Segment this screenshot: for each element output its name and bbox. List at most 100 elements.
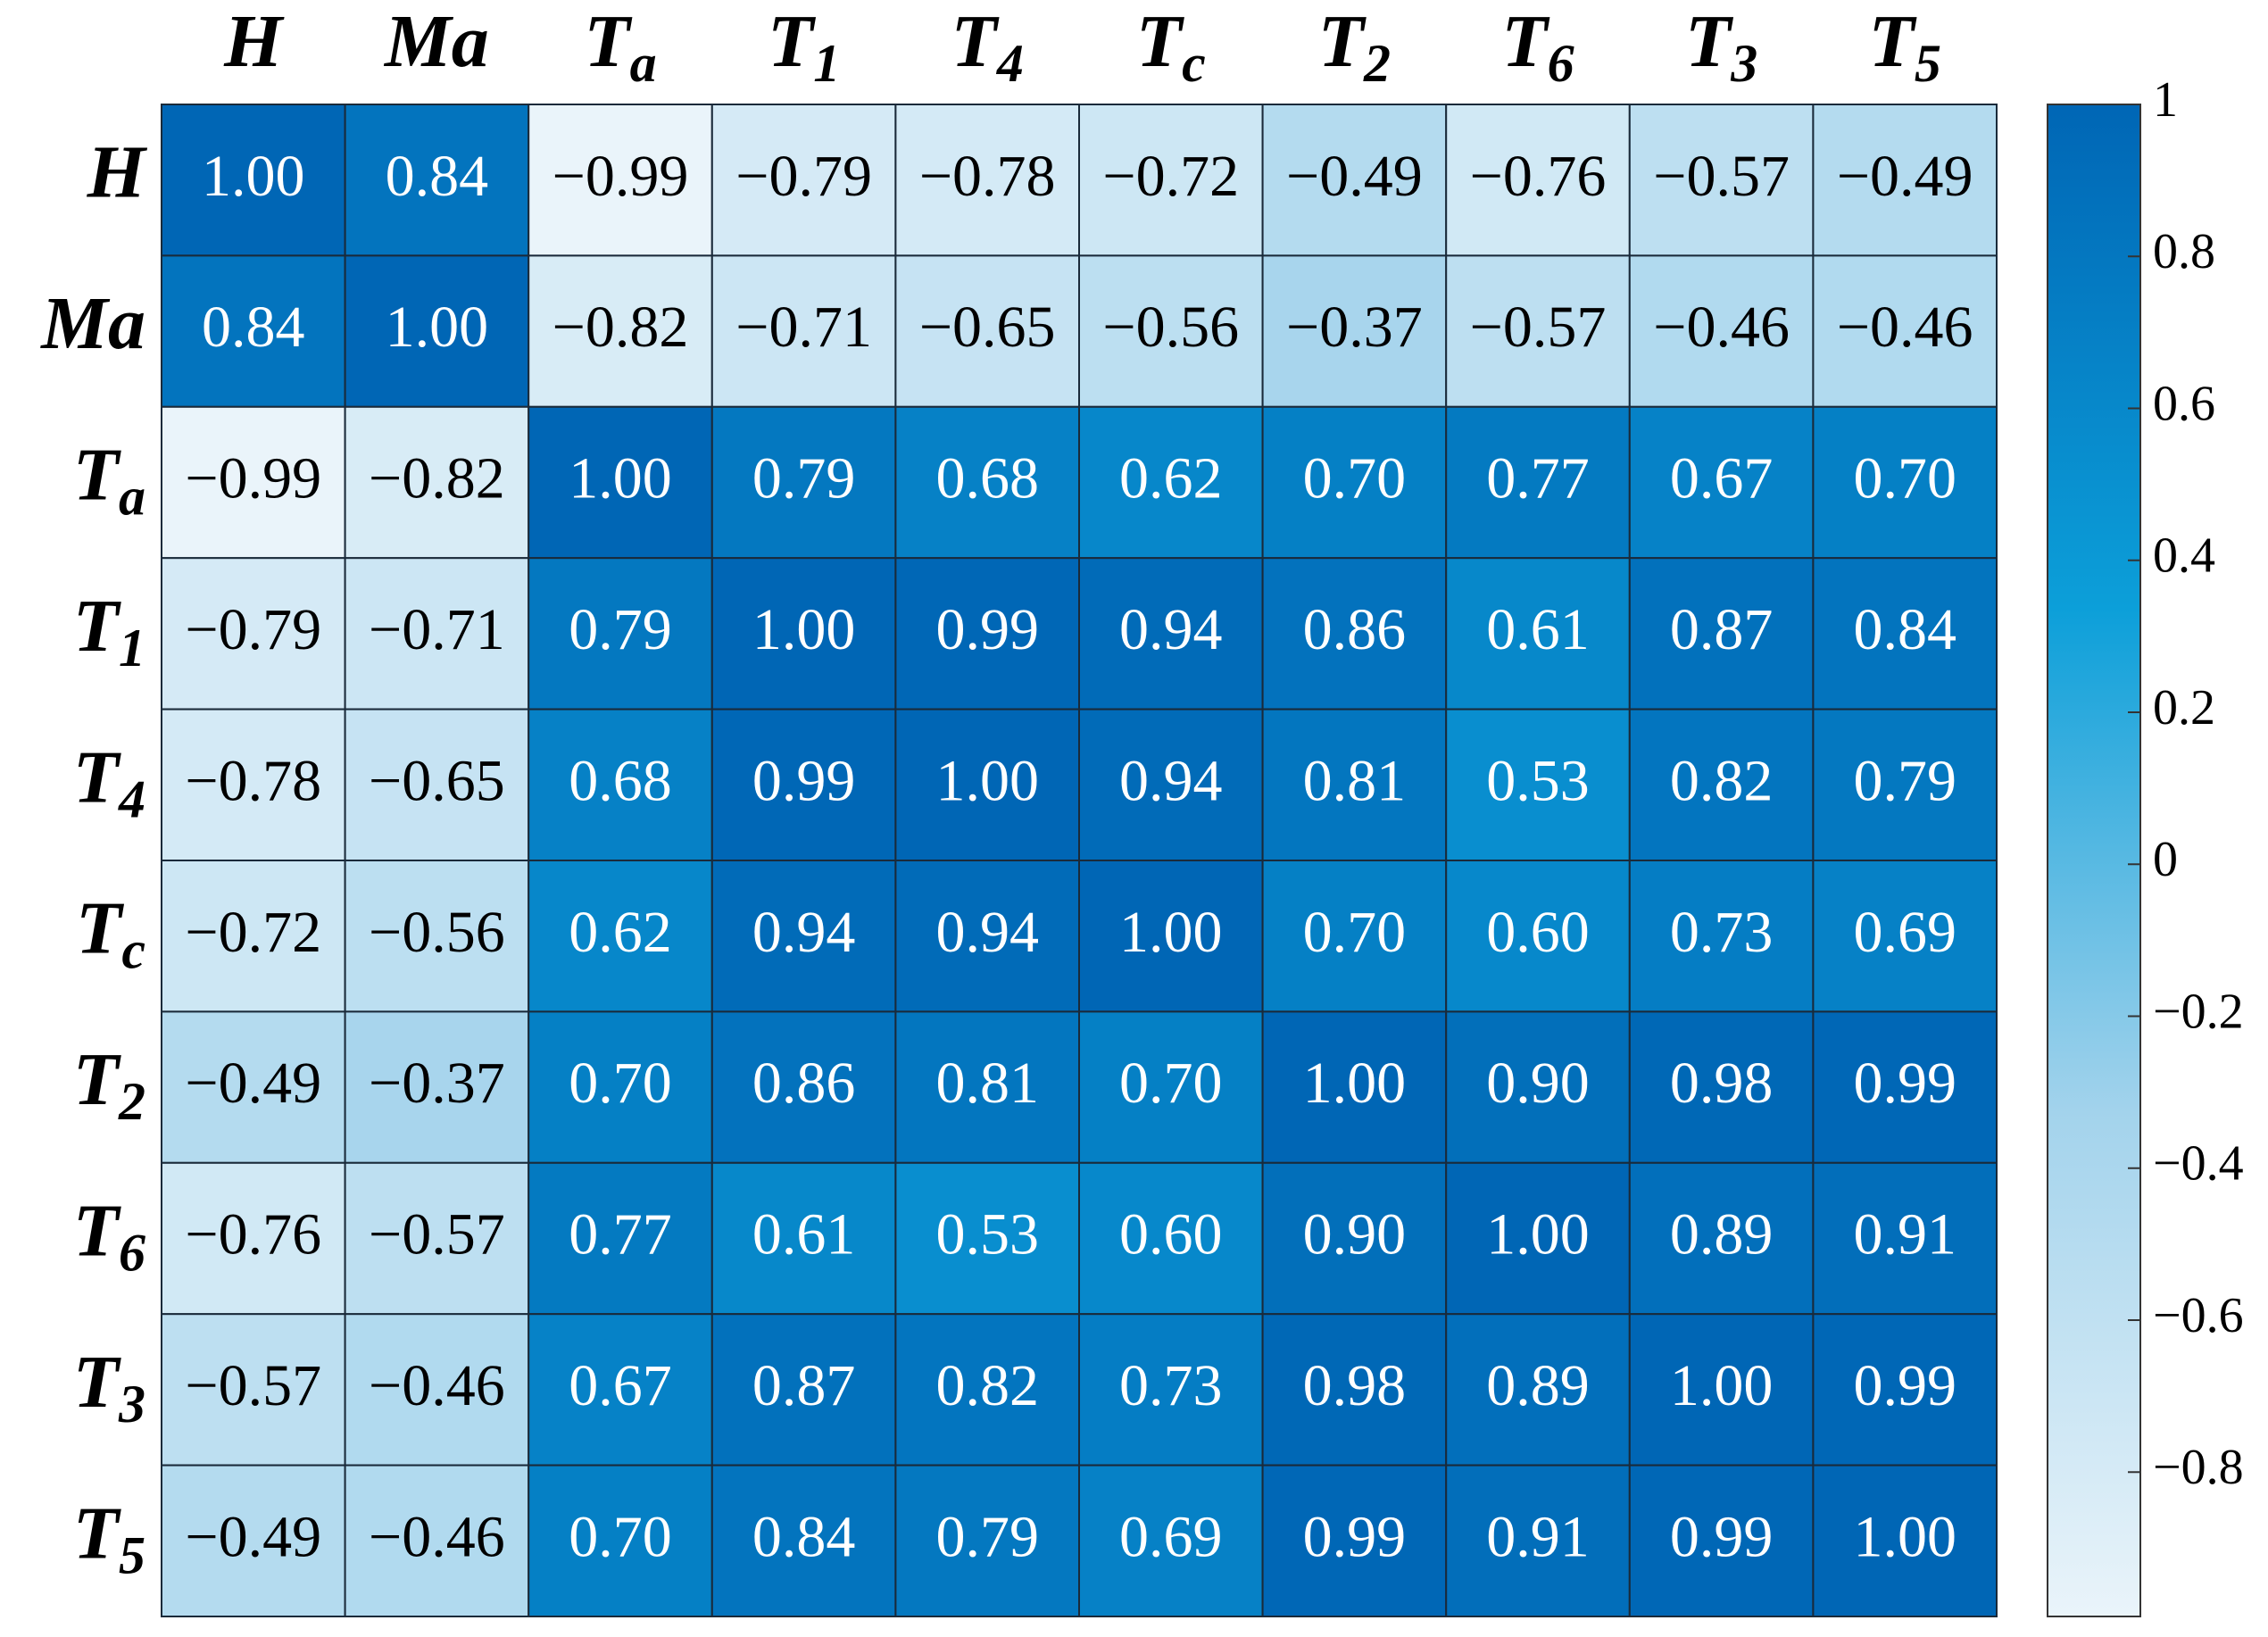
cell-value: 1.00 xyxy=(569,446,672,511)
label-main: T xyxy=(1685,0,1734,83)
cell-value: 0.82 xyxy=(1670,748,1774,813)
cell-value: 0.99 xyxy=(1853,1353,1956,1418)
cell-value: −0.46 xyxy=(1653,295,1790,360)
heatmap-cell xyxy=(1445,104,1631,257)
cell-value: 1.00 xyxy=(1853,1504,1956,1569)
cell-value: 0.67 xyxy=(1670,446,1774,511)
heatmap-cell xyxy=(1628,557,1815,710)
cell-value: −0.72 xyxy=(1102,144,1239,209)
cell-value: 0.82 xyxy=(935,1353,1039,1418)
heatmap-cell xyxy=(1261,1464,1448,1617)
heatmap-cell xyxy=(894,405,1081,560)
category-label: T3 xyxy=(1685,0,1757,92)
cell-value: −0.49 xyxy=(185,1051,321,1116)
heatmap-cell xyxy=(161,860,346,1013)
label-subscript: 6 xyxy=(119,1223,145,1282)
category-label: T4 xyxy=(951,0,1024,92)
cell-value: 0.68 xyxy=(935,446,1039,511)
label-subscript: 6 xyxy=(1548,34,1574,93)
colorbar-tick-label: 0.4 xyxy=(2153,528,2215,584)
label-main: T xyxy=(1318,0,1367,83)
category-label: T2 xyxy=(73,1038,145,1130)
heatmap-cell xyxy=(1628,1010,1815,1164)
cell-value: −0.65 xyxy=(369,748,505,813)
heatmap-cell xyxy=(344,254,530,408)
heatmap-cell xyxy=(1628,860,1815,1013)
cell-value: −0.57 xyxy=(1470,295,1607,360)
cell-value: 1.00 xyxy=(202,144,305,209)
heatmap-cell xyxy=(1261,860,1448,1013)
cell-value: 0.98 xyxy=(1670,1051,1774,1116)
colorbar xyxy=(2047,104,2141,1617)
cell-value: 0.84 xyxy=(386,144,489,209)
cell-value: −0.56 xyxy=(369,900,505,965)
cell-value: 0.73 xyxy=(1670,900,1774,965)
colorbar-tick-label: −0.8 xyxy=(2153,1440,2244,1495)
cell-value: 0.70 xyxy=(1119,1051,1223,1116)
heatmap-cell xyxy=(1628,1161,1815,1316)
cell-value: 0.60 xyxy=(1486,900,1590,965)
colorbar-tick-label: −0.4 xyxy=(2153,1136,2244,1192)
heatmap-cell xyxy=(344,104,530,257)
cell-value: 0.89 xyxy=(1670,1202,1774,1267)
cell-value: 1.00 xyxy=(1486,1202,1590,1267)
label-main: T xyxy=(73,736,122,819)
heatmap-cell xyxy=(1078,1464,1264,1617)
cell-value: 0.81 xyxy=(1303,748,1407,813)
category-label: Ta xyxy=(584,0,656,92)
cell-value: 0.70 xyxy=(1853,446,1956,511)
heatmap-cell xyxy=(1812,104,1998,257)
cell-value: 0.61 xyxy=(752,1202,856,1267)
cell-value: −0.79 xyxy=(735,144,872,209)
heatmap-cell xyxy=(894,557,1081,710)
label-main: Ma xyxy=(39,282,145,365)
heatmap-cell xyxy=(1078,708,1264,861)
heatmap-cell xyxy=(528,104,713,257)
heatmap-cell xyxy=(1812,708,1998,861)
cell-value: 0.79 xyxy=(1853,748,1956,813)
heatmap-cell xyxy=(710,860,897,1013)
heatmap-cell xyxy=(710,254,897,408)
cell-value: 0.79 xyxy=(569,597,672,662)
cell-value: 0.90 xyxy=(1486,1051,1590,1116)
cell-value: −0.71 xyxy=(735,295,872,360)
cell-value: −0.99 xyxy=(552,144,689,209)
heatmap-cell xyxy=(1078,1313,1264,1467)
label-main: T xyxy=(1501,0,1550,83)
cell-value: −0.57 xyxy=(1653,144,1790,209)
cell-value: −0.49 xyxy=(185,1504,321,1569)
label-subscript: 5 xyxy=(119,1525,145,1584)
label-main: T xyxy=(951,0,1001,83)
category-label: Ma xyxy=(39,282,145,365)
colorbar-tick-label: 0 xyxy=(2153,832,2178,887)
cell-value: 0.84 xyxy=(202,295,305,360)
label-main: T xyxy=(1869,0,1918,83)
heatmap-cell xyxy=(1261,708,1448,861)
cell-value: 0.69 xyxy=(1119,1504,1223,1569)
label-subscript: 3 xyxy=(1730,34,1757,93)
colorbar-tick-label: 0.2 xyxy=(2153,680,2215,735)
cell-value: 0.68 xyxy=(569,748,672,813)
heatmap-cell xyxy=(1261,557,1448,710)
cell-value: −0.57 xyxy=(185,1353,321,1418)
label-main: T xyxy=(584,0,633,83)
label-subscript: 2 xyxy=(118,1072,145,1131)
heatmap-cell xyxy=(1812,557,1998,710)
heatmap-cell xyxy=(161,104,346,257)
heatmap-cell xyxy=(161,1313,346,1467)
colorbar-tick-label: 0.8 xyxy=(2153,224,2215,279)
cell-value: 0.99 xyxy=(1670,1504,1774,1569)
label-subscript: a xyxy=(630,34,657,93)
category-label: T2 xyxy=(1318,0,1391,92)
heatmap-cell xyxy=(344,405,530,560)
heatmap-cell xyxy=(161,1010,346,1164)
heatmap-cell xyxy=(894,254,1081,408)
cell-value: 0.79 xyxy=(752,446,856,511)
cell-value: −0.82 xyxy=(369,446,505,511)
heatmap-cell xyxy=(344,708,530,861)
cell-value: 0.60 xyxy=(1119,1202,1223,1267)
cell-value: −0.57 xyxy=(369,1202,505,1267)
heatmap-cell xyxy=(344,1313,530,1467)
cell-value: 0.91 xyxy=(1853,1202,1956,1267)
